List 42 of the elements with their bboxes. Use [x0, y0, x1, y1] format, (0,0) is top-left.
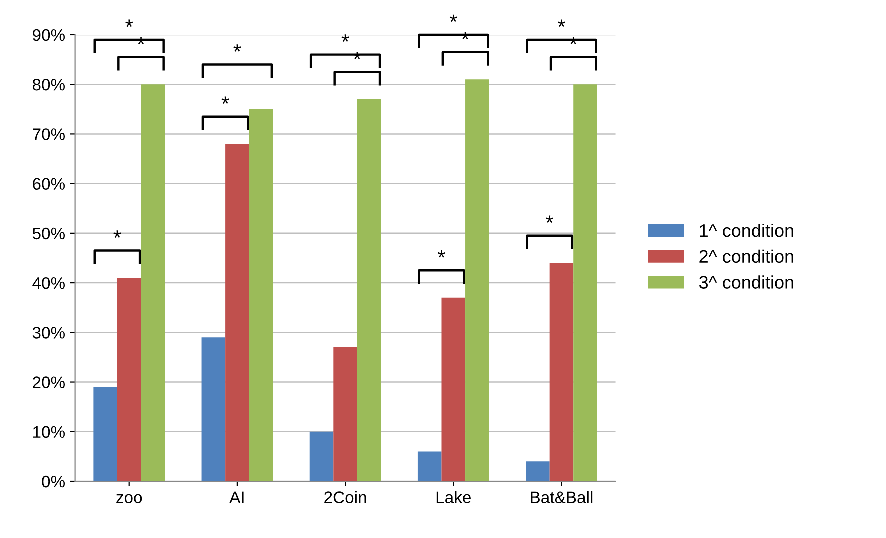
annotation: *: [546, 216, 554, 224]
y-tick-label: 70%: [33, 128, 65, 140]
bar: [357, 99, 382, 482]
bar: [418, 452, 442, 482]
x-tick-label: 2Coin: [324, 491, 366, 504]
x-tick-label: AI: [230, 492, 244, 504]
y-tick-label: 40%: [32, 277, 65, 290]
bar: [574, 84, 598, 482]
bar: [226, 144, 250, 482]
legend-label: 2^ condition: [700, 250, 794, 264]
legend-label: 3^ condition: [699, 276, 794, 289]
bar: [249, 109, 274, 482]
x-tick-label: zoo: [116, 494, 142, 504]
y-tick-label: 10%: [34, 426, 65, 438]
annotation: *: [222, 96, 230, 104]
bar: [94, 387, 118, 482]
bar: [117, 278, 142, 482]
bar: [526, 462, 550, 482]
annotation: *: [438, 250, 446, 258]
annotation: *: [234, 44, 242, 52]
bar: [550, 263, 574, 482]
bar: [334, 348, 358, 482]
x-tick-label: Lake: [436, 491, 471, 504]
bar: [466, 80, 490, 482]
bar: [141, 84, 166, 482]
y-tick-label: 20%: [33, 376, 65, 388]
text: *: [126, 20, 134, 28]
y-tick-label: 80%: [32, 78, 65, 91]
bar: [442, 298, 466, 482]
text: *: [450, 14, 458, 22]
y-tick-label: 90%: [33, 29, 65, 42]
y-tick-label: 0%: [42, 476, 65, 488]
annotation: *: [114, 230, 122, 238]
y-tick-label: 60%: [33, 178, 65, 190]
annotation: *: [342, 34, 350, 42]
y-tick-label: 30%: [32, 327, 65, 339]
bar: [202, 338, 226, 482]
text: *: [558, 20, 566, 28]
bar: [310, 432, 334, 482]
y-tick-label: 50%: [32, 228, 65, 240]
legend-label: 1^ condition: [700, 224, 794, 238]
x-tick-label: Bat&Ball: [531, 491, 593, 504]
